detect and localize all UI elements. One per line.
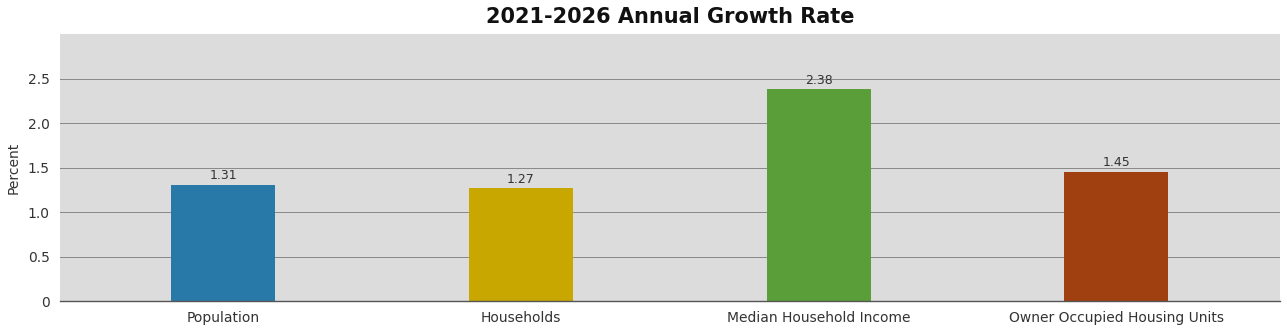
Text: 1.27: 1.27: [507, 173, 535, 186]
Bar: [767, 89, 871, 301]
Bar: [1064, 172, 1169, 301]
Text: 1.45: 1.45: [1103, 156, 1130, 169]
Bar: [468, 188, 573, 301]
Y-axis label: Percent: Percent: [6, 141, 21, 194]
Text: 1.31: 1.31: [210, 169, 237, 182]
Text: 2.38: 2.38: [804, 74, 833, 87]
Bar: [171, 185, 275, 301]
Title: 2021-2026 Annual Growth Rate: 2021-2026 Annual Growth Rate: [485, 7, 855, 27]
